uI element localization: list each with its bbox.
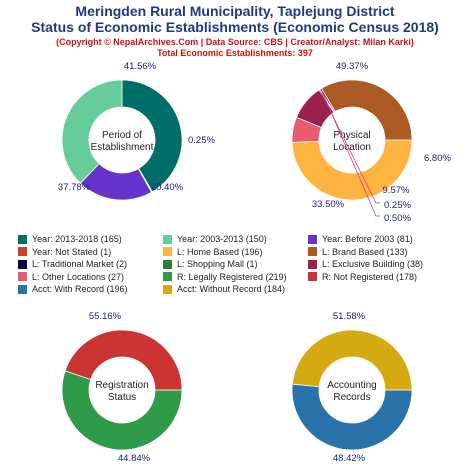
legend-label: R: Not Registered (178) <box>322 271 418 282</box>
legend-label: Year: 2013-2018 (165) <box>32 234 122 244</box>
pct-label-r-legally-registered: 55.16% <box>89 311 122 322</box>
pct-label-year-2013-2018: 41.56% <box>124 61 157 72</box>
legend-swatch <box>308 272 317 281</box>
chart-title-line-2: Status of Economic Establishments (Econo… <box>31 19 439 35</box>
donut-hole <box>89 357 155 423</box>
center-label: Physical <box>333 130 370 141</box>
legend-item-year-2003-2013-150: Year: 2003-2013 (150) <box>163 233 267 245</box>
legend-label: L: Other Locations (27) <box>32 271 125 282</box>
legend-swatch <box>18 272 27 281</box>
center-label: Period of <box>102 130 142 141</box>
leader-line <box>321 90 380 217</box>
legend-swatch <box>163 272 172 281</box>
pct-label-year-before-2003: 20.40% <box>151 182 184 193</box>
legend-swatch <box>18 259 27 269</box>
legend-item-year-before-2003-81: Year: Before 2003 (81) <box>308 233 413 245</box>
donut-hole <box>89 107 155 173</box>
pct-label-year-2003-2013: 37.78% <box>58 182 91 193</box>
legend-swatch <box>18 234 27 244</box>
legend-item-l-other-locations-27: L: Other Locations (27) <box>18 271 124 283</box>
legend-label: Year: Before 2003 (81) <box>322 234 413 244</box>
pct-label-l-exclusive-building: 9.57% <box>383 185 410 196</box>
legend-swatch <box>163 284 172 294</box>
chart-total: Total Economic Establishments: 397 <box>157 48 313 58</box>
center-label: Status <box>108 392 136 403</box>
pct-label-l-brand-based: 33.50% <box>312 199 345 210</box>
legend-label: L: Traditional Market (2) <box>32 259 128 269</box>
center-label: Location <box>333 142 371 153</box>
pct-label-l-other-locations: 6.80% <box>424 153 451 164</box>
pct-label-l-traditional-market: 0.50% <box>384 213 411 224</box>
pct-label-l-shopping-mall: 0.25% <box>384 200 411 211</box>
legend-item-l-shopping-mall-1: L: Shopping Mall (1) <box>163 258 258 270</box>
center-label: Establishment <box>91 142 154 153</box>
center-label: Registration <box>95 380 148 391</box>
legend-label: L: Exclusive Building (38) <box>322 259 424 269</box>
legend-item-l-traditional-market-2: L: Traditional Market (2) <box>18 258 127 270</box>
legend-item-l-exclusive-building-38: L: Exclusive Building (38) <box>308 258 423 270</box>
legend-item-year-2013-2018-165: Year: 2013-2018 (165) <box>18 233 122 245</box>
pct-label-year-not-stated: 0.25% <box>188 135 215 146</box>
legend-label: L: Brand Based (133) <box>322 246 408 257</box>
legend-swatch <box>18 247 27 256</box>
legend-item-acct-without-record-184: Acct: Without Record (184) <box>163 283 285 295</box>
donut-hole <box>319 357 385 423</box>
pct-label-l-home-based: 49.37% <box>336 61 369 72</box>
legend-swatch <box>308 247 317 256</box>
legend-label: Acct: Without Record (184) <box>177 284 286 294</box>
leader-line <box>320 91 380 204</box>
legend-swatch <box>18 284 27 294</box>
legend-label: L: Shopping Mall (1) <box>177 259 258 269</box>
pct-label-r-not-registered: 44.84% <box>118 453 151 464</box>
legend-swatch <box>163 234 172 244</box>
legend-label: L: Home Based (196) <box>177 246 263 257</box>
legend-swatch <box>308 234 317 244</box>
donut-hole <box>319 107 385 173</box>
pct-label-acct-without-record: 48.42% <box>333 453 366 464</box>
legend-item-acct-with-record-196: Acct: With Record (196) <box>18 283 128 295</box>
legend-swatch <box>163 259 172 269</box>
legend-item-r-legally-registered-219: R: Legally Registered (219) <box>163 271 287 283</box>
legend-item-year-not-stated-1: Year: Not Stated (1) <box>18 246 111 258</box>
legend-item-l-brand-based-133: L: Brand Based (133) <box>308 246 408 258</box>
legend-swatch <box>308 259 317 269</box>
legend-swatch <box>163 247 172 256</box>
legend-item-l-home-based-196: L: Home Based (196) <box>163 246 263 258</box>
legend-label: Year: Not Stated (1) <box>32 246 112 257</box>
legend-item-r-not-registered-178: R: Not Registered (178) <box>308 271 417 283</box>
chart-copyright: (Copyright © NepalArchives.Com | Data So… <box>56 37 414 47</box>
center-label: Records <box>333 392 370 403</box>
center-label: Accounting <box>327 380 376 391</box>
legend-label: Acct: With Record (196) <box>32 284 128 294</box>
pct-label-acct-with-record: 51.58% <box>333 311 366 322</box>
legend-label: R: Legally Registered (219) <box>177 271 287 282</box>
chart-title-line-1: Meringden Rural Municipality, Taplejung … <box>75 3 395 19</box>
legend-label: Year: 2003-2013 (150) <box>177 234 267 244</box>
